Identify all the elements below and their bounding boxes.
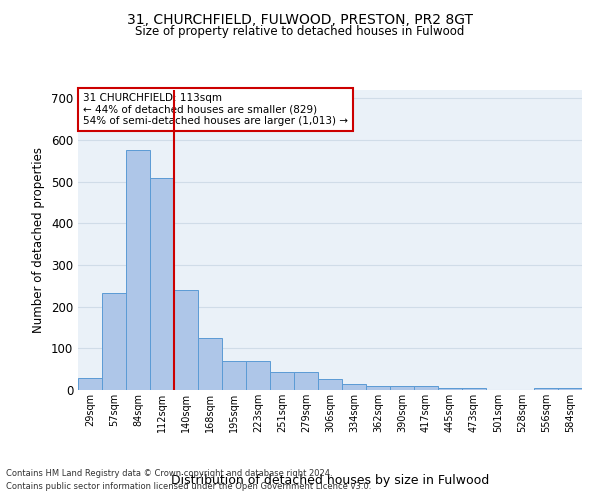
Bar — [174, 290, 198, 390]
Bar — [78, 378, 102, 390]
Bar — [414, 386, 438, 390]
Bar — [246, 361, 270, 390]
Bar — [150, 178, 174, 390]
Bar — [534, 388, 558, 390]
Bar — [294, 372, 318, 390]
Text: Contains public sector information licensed under the Open Government Licence v3: Contains public sector information licen… — [6, 482, 371, 491]
Bar — [462, 388, 486, 390]
Bar — [342, 384, 366, 390]
Bar — [438, 388, 462, 390]
Bar — [318, 379, 342, 390]
Text: 31, CHURCHFIELD, FULWOOD, PRESTON, PR2 8GT: 31, CHURCHFIELD, FULWOOD, PRESTON, PR2 8… — [127, 12, 473, 26]
Text: Size of property relative to detached houses in Fulwood: Size of property relative to detached ho… — [136, 25, 464, 38]
Text: 31 CHURCHFIELD: 113sqm
← 44% of detached houses are smaller (829)
54% of semi-de: 31 CHURCHFIELD: 113sqm ← 44% of detached… — [83, 93, 348, 126]
Bar — [102, 293, 126, 390]
Text: Contains HM Land Registry data © Crown copyright and database right 2024.: Contains HM Land Registry data © Crown c… — [6, 468, 332, 477]
Bar — [558, 388, 582, 390]
Bar — [198, 338, 222, 390]
Bar — [222, 361, 246, 390]
Bar — [390, 386, 414, 390]
X-axis label: Distribution of detached houses by size in Fulwood: Distribution of detached houses by size … — [171, 474, 489, 487]
Bar — [366, 386, 390, 390]
Bar — [270, 372, 294, 390]
Y-axis label: Number of detached properties: Number of detached properties — [32, 147, 46, 333]
Bar — [126, 150, 150, 390]
